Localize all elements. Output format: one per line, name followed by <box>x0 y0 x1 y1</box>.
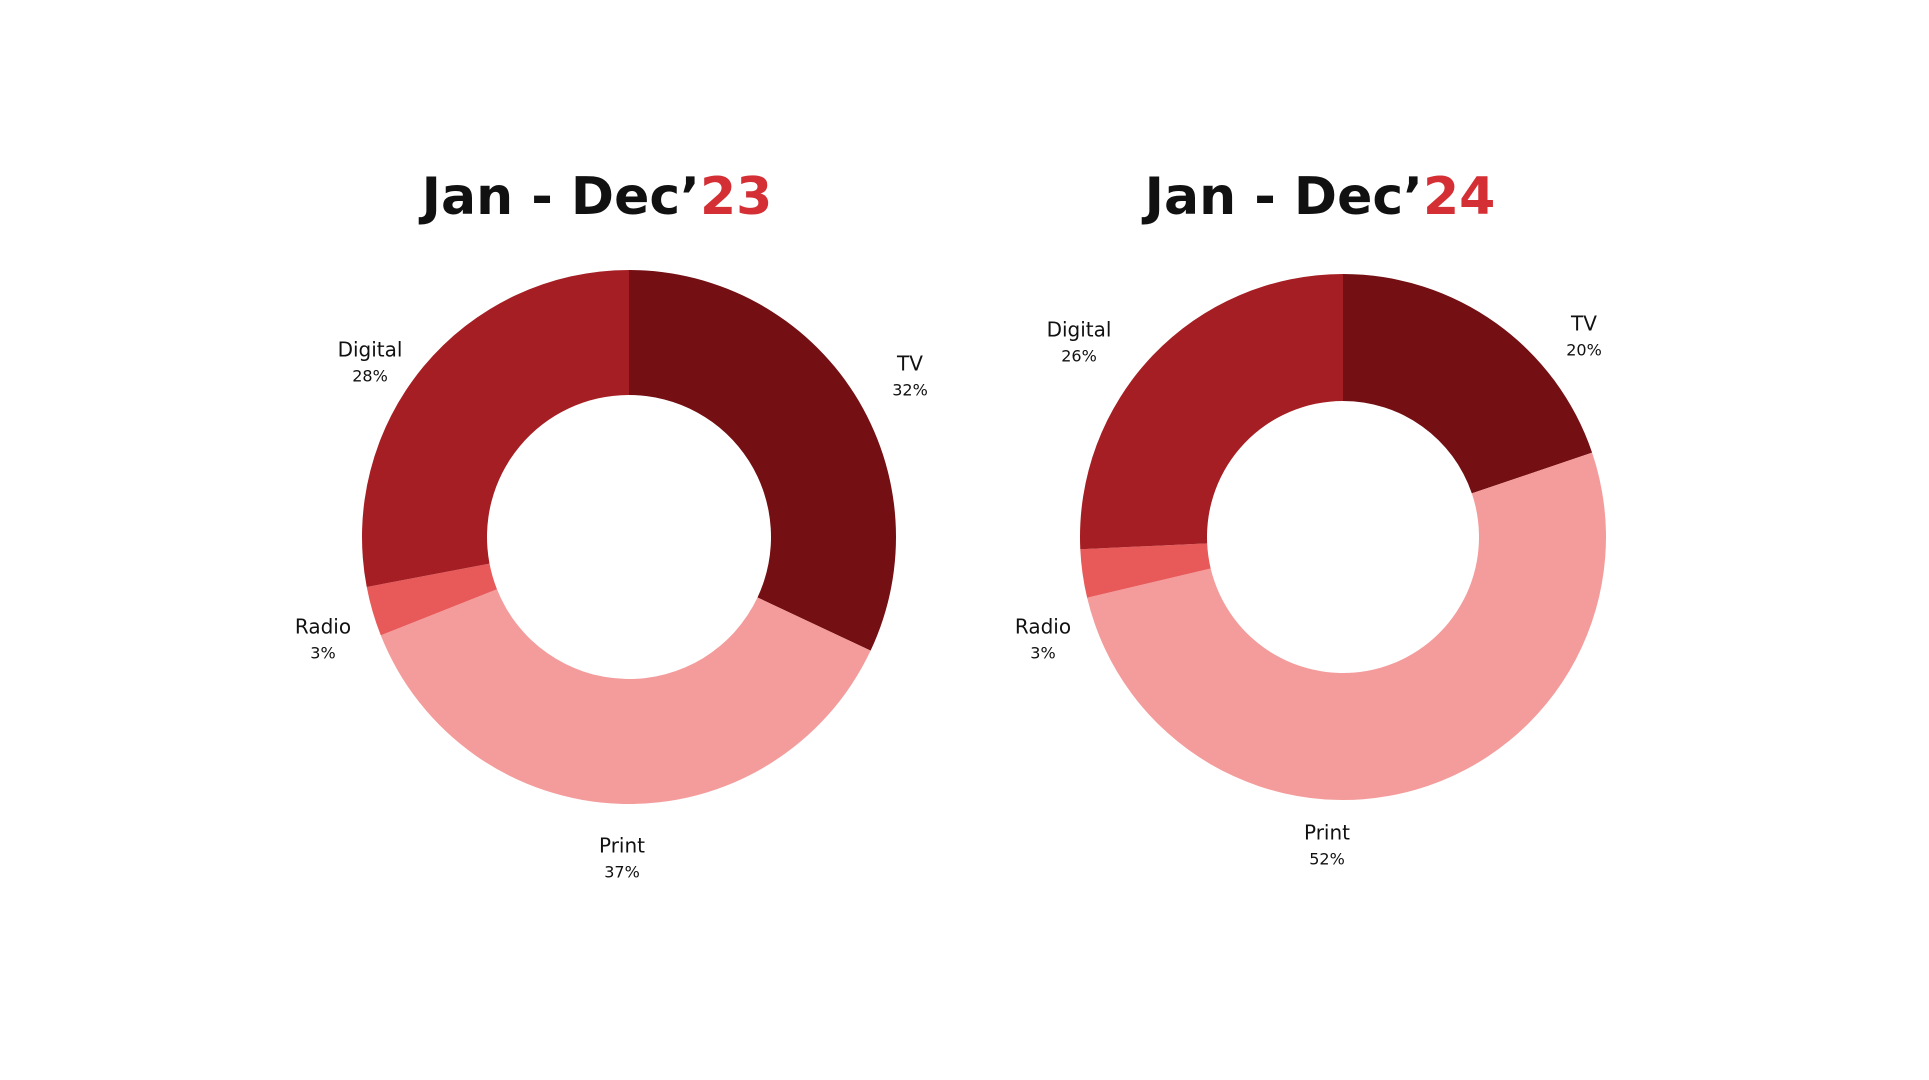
donut-segment <box>1080 543 1211 598</box>
segment-label: Digital <box>338 338 403 362</box>
segment-value: 37% <box>604 863 640 882</box>
segment-label: Digital <box>1047 318 1112 342</box>
chart-title: Jan - Dec’24 <box>1142 167 1496 227</box>
title-text: Jan - Dec’ <box>1142 167 1423 227</box>
segment-value: 28% <box>352 367 388 386</box>
donut-segment <box>1343 274 1593 494</box>
segment-label: Radio <box>1015 615 1071 639</box>
donut-segment <box>1087 452 1606 800</box>
title-year: 23 <box>700 167 772 227</box>
segment-value: 3% <box>1030 644 1055 663</box>
chart-title: Jan - Dec’23 <box>419 167 773 227</box>
segment-value: 26% <box>1061 347 1097 366</box>
segment-value: 20% <box>1566 341 1602 360</box>
segment-label: TV <box>1570 312 1597 336</box>
segment-label: TV <box>896 352 923 376</box>
segment-value: 52% <box>1309 850 1345 869</box>
title-year: 24 <box>1423 167 1495 227</box>
segment-label: Print <box>1304 821 1350 845</box>
segment-label: Radio <box>295 615 351 639</box>
donut-segment <box>361 270 629 588</box>
segment-value: 3% <box>310 644 335 663</box>
donut-segment <box>366 563 497 636</box>
title-text: Jan - Dec’ <box>419 167 700 227</box>
donut-segment <box>380 589 871 804</box>
donut-segment <box>1080 274 1343 550</box>
segment-value: 32% <box>892 381 928 400</box>
segment-label: Print <box>599 834 645 858</box>
donut-segment <box>629 270 896 651</box>
